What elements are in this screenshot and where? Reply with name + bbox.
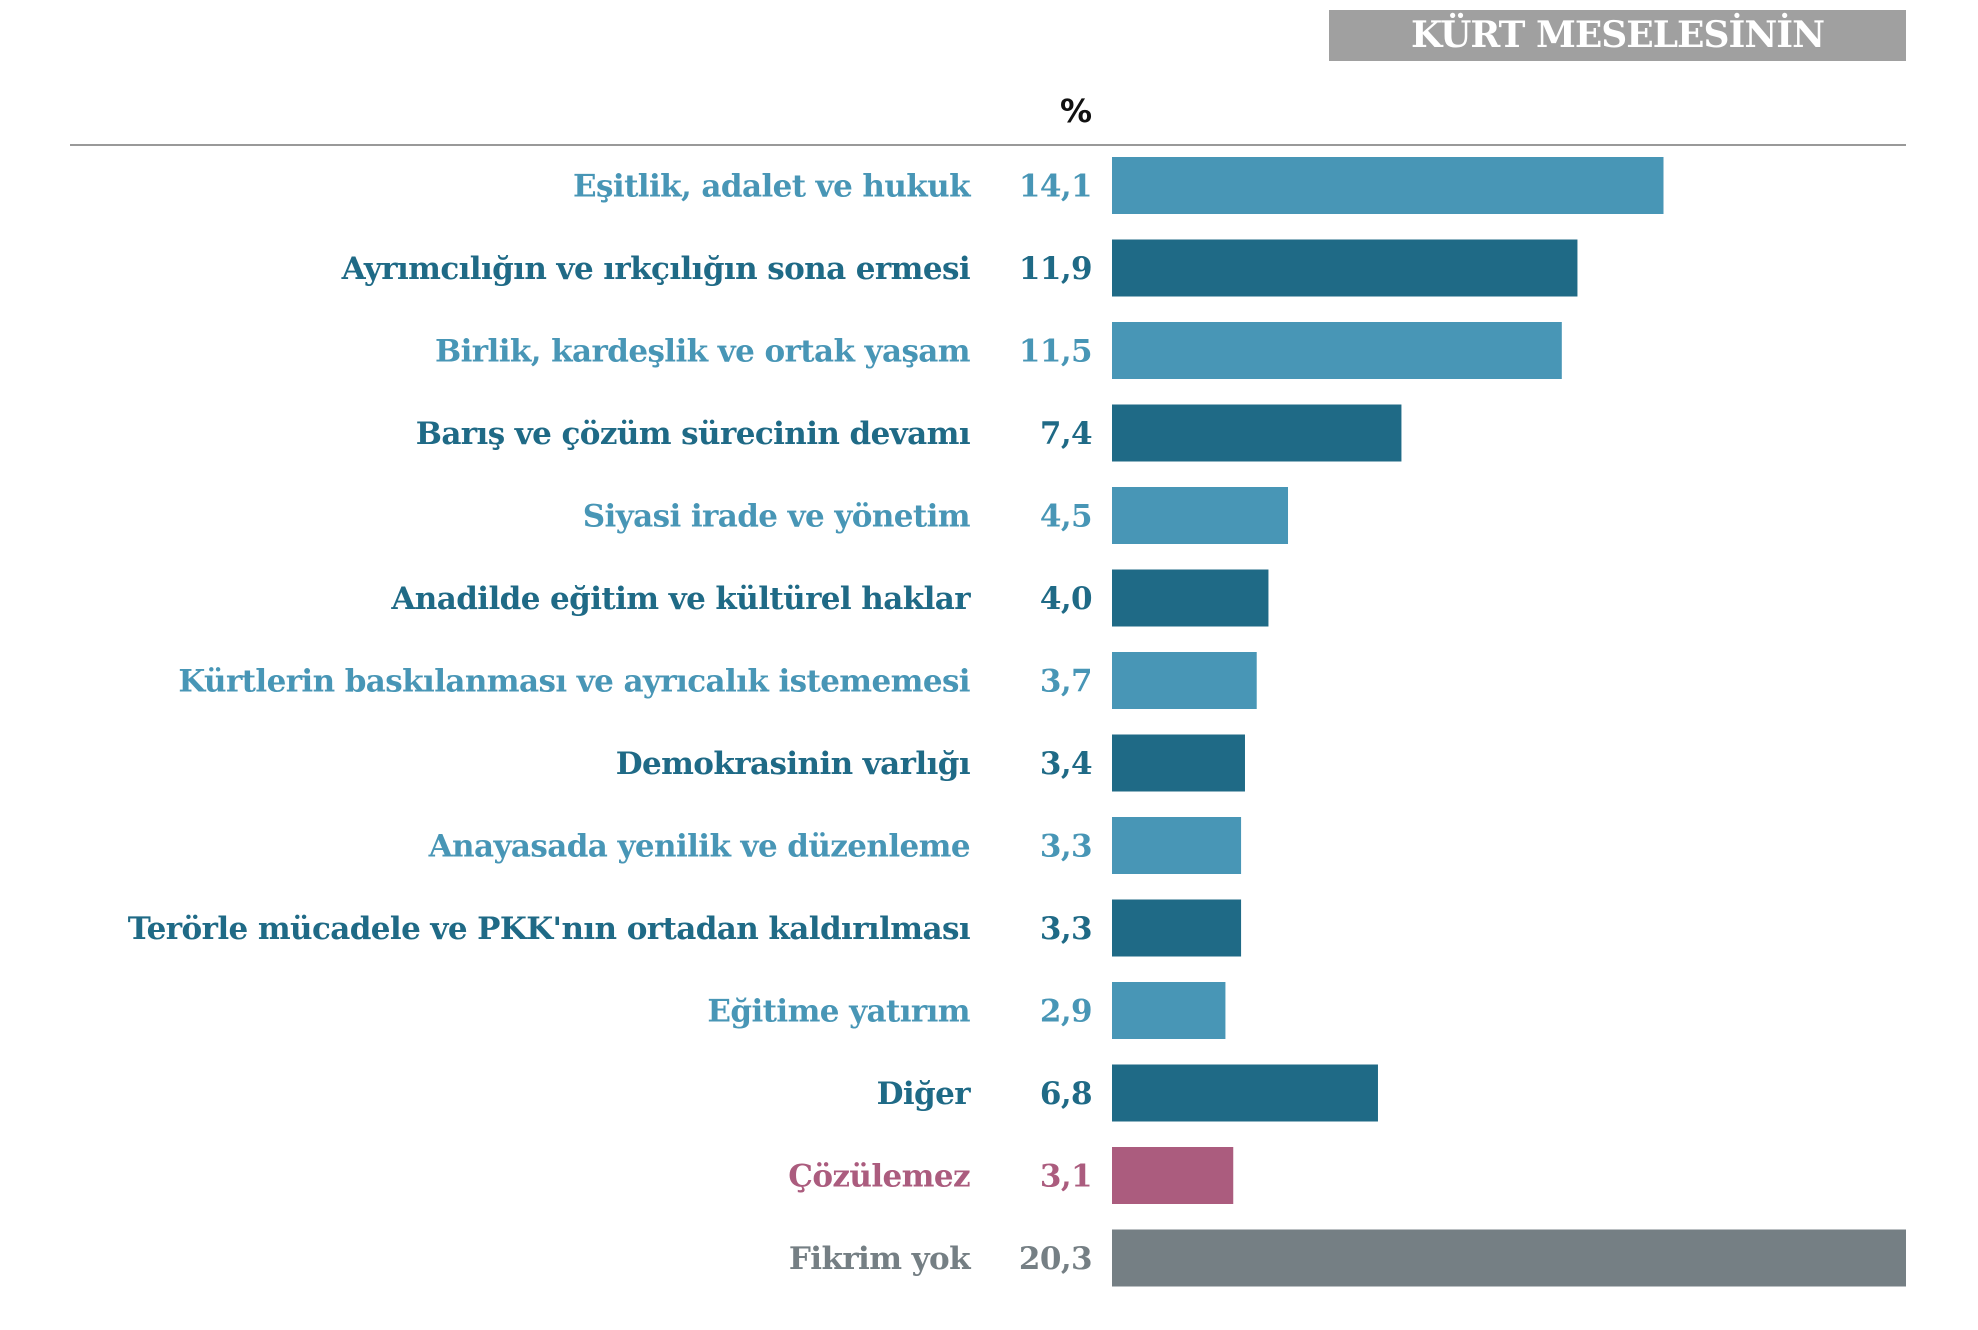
bar [1112, 734, 1245, 792]
category-label: Ayrımcılığın ve ırkçılığın sona ermesi [341, 251, 970, 287]
bar [1112, 982, 1226, 1039]
bar [1112, 239, 1578, 297]
category-label: Eğitime yatırım [707, 994, 970, 1030]
value-label: 11,5 [1019, 334, 1092, 370]
bar [1112, 569, 1269, 627]
value-label: 3,1 [1040, 1159, 1092, 1195]
value-label: 7,4 [1040, 416, 1092, 452]
value-label: 3,3 [1040, 829, 1092, 865]
category-label: Kürtlerin baskılanması ve ayrıcalık iste… [178, 664, 970, 700]
value-label: 14,1 [1019, 169, 1092, 205]
category-label: Siyasi irade ve yönetim [583, 499, 971, 535]
bar [1112, 1229, 1906, 1287]
unit-label: % [1059, 92, 1092, 130]
value-label: 3,4 [1040, 746, 1092, 782]
bar [1112, 404, 1402, 462]
value-label: 20,3 [1019, 1241, 1092, 1277]
category-label: Demokrasinin varlığı [616, 746, 970, 782]
value-label: 3,7 [1040, 664, 1092, 700]
bar [1112, 1147, 1234, 1204]
header-rule [70, 144, 1906, 146]
category-label: Anadilde eğitim ve kültürel haklar [390, 581, 971, 617]
bar [1112, 652, 1257, 709]
category-label: Fikrim yok [789, 1241, 972, 1277]
category-label: Eşitlik, adalet ve hukuk [573, 169, 972, 205]
category-label: Anayasada yenilik ve düzenleme [428, 829, 970, 865]
category-label: Çözülemez [788, 1159, 970, 1195]
category-label: Barış ve çözüm sürecinin devamı [416, 416, 970, 452]
bar [1112, 157, 1664, 214]
bar [1112, 899, 1242, 957]
value-label: 4,0 [1040, 581, 1092, 617]
bar [1112, 817, 1242, 874]
value-label: 11,9 [1019, 251, 1092, 287]
value-label: 3,3 [1040, 911, 1092, 947]
category-label: Birlik, kardeşlik ve ortak yaşam [435, 334, 971, 370]
category-label: Diğer [877, 1076, 972, 1112]
bar [1112, 322, 1562, 379]
value-label: 6,8 [1040, 1076, 1092, 1112]
bar [1112, 487, 1289, 544]
value-label: 4,5 [1040, 499, 1092, 535]
category-label: Terörle mücadele ve PKK'nın ortadan kald… [128, 911, 970, 947]
chart-title: KÜRT MESELESİNİN ÇÖZÜMÜ [1329, 10, 1906, 107]
bar [1112, 1064, 1378, 1122]
value-label: 2,9 [1040, 994, 1092, 1030]
